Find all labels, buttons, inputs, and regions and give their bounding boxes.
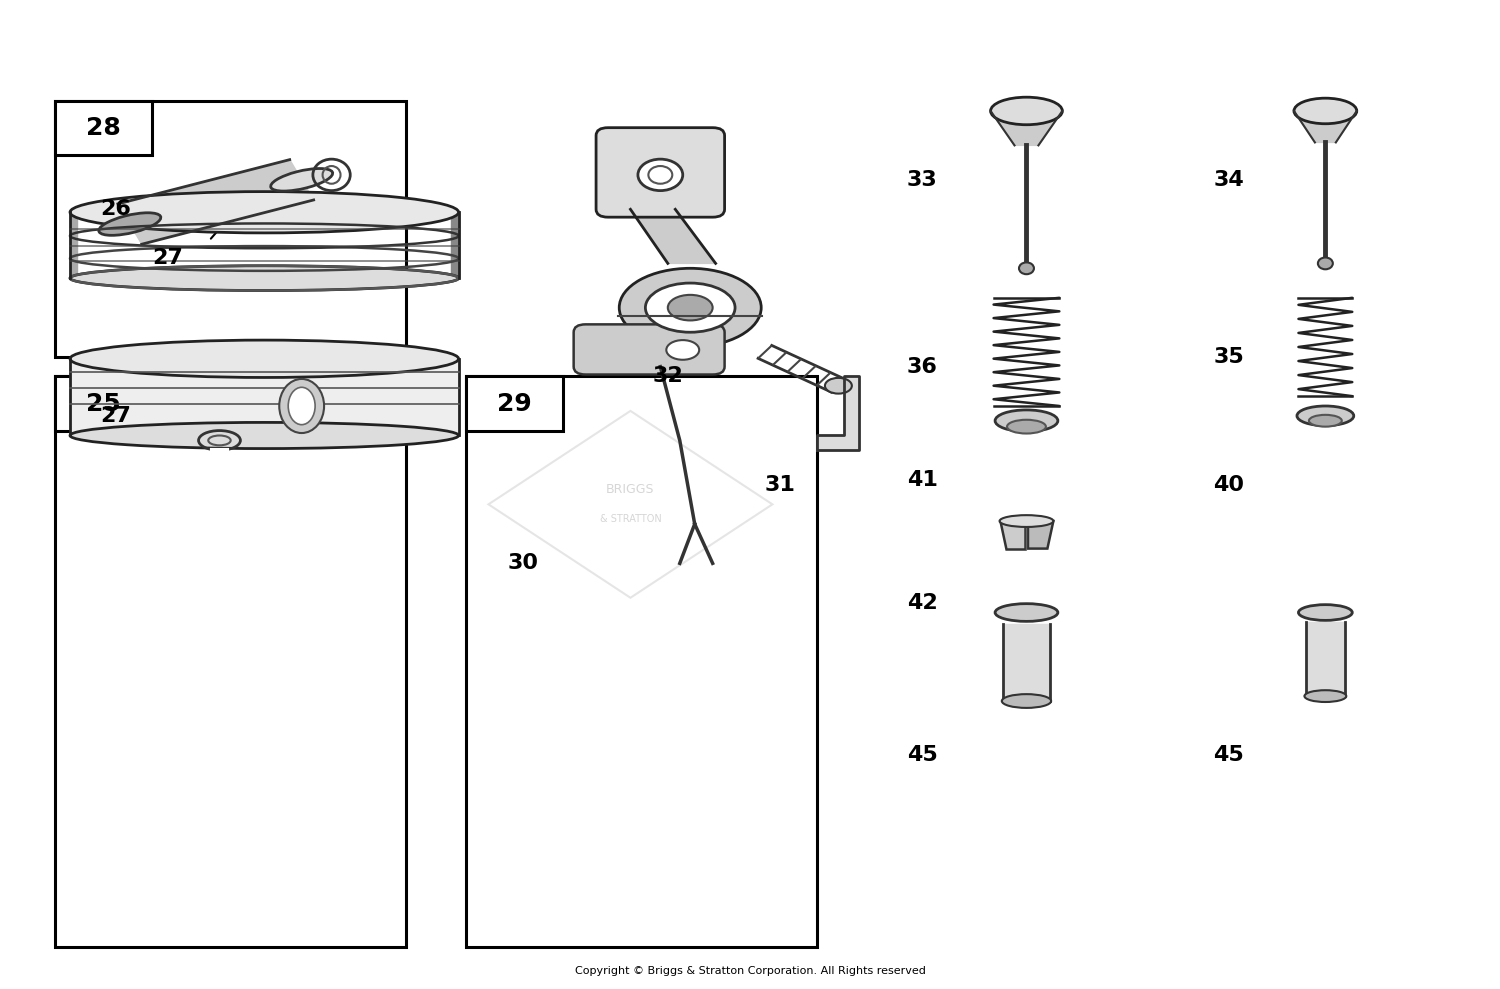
Bar: [56, 377, 152, 430]
Text: 27: 27: [152, 248, 183, 268]
Ellipse shape: [825, 378, 852, 394]
Ellipse shape: [666, 340, 699, 360]
Ellipse shape: [70, 422, 459, 449]
Text: Copyright © Briggs & Stratton Corporation. All Rights reserved: Copyright © Briggs & Stratton Corporatio…: [574, 966, 926, 976]
Text: 33: 33: [908, 170, 938, 190]
Polygon shape: [1028, 521, 1053, 549]
Ellipse shape: [1002, 694, 1052, 708]
Ellipse shape: [1299, 604, 1353, 620]
Ellipse shape: [1294, 98, 1356, 124]
Ellipse shape: [1318, 257, 1334, 269]
Ellipse shape: [648, 166, 672, 184]
Text: & STRATTON: & STRATTON: [600, 514, 662, 524]
Polygon shape: [818, 377, 860, 450]
Bar: [56, 377, 406, 946]
Text: 34: 34: [1214, 170, 1243, 190]
Polygon shape: [118, 159, 314, 244]
Bar: [466, 377, 818, 946]
Ellipse shape: [70, 192, 459, 232]
Text: 42: 42: [908, 592, 938, 612]
Polygon shape: [990, 111, 1062, 145]
Ellipse shape: [668, 295, 712, 320]
Text: 31: 31: [765, 475, 796, 494]
Ellipse shape: [999, 515, 1053, 527]
Ellipse shape: [70, 266, 459, 291]
Ellipse shape: [1310, 414, 1342, 426]
Polygon shape: [70, 359, 459, 435]
Polygon shape: [1294, 111, 1356, 142]
Ellipse shape: [990, 97, 1062, 125]
Ellipse shape: [620, 268, 760, 347]
FancyBboxPatch shape: [596, 128, 724, 218]
Text: 26: 26: [100, 200, 130, 220]
Text: BRIGGS: BRIGGS: [606, 483, 654, 496]
Polygon shape: [1002, 624, 1050, 701]
Ellipse shape: [994, 409, 1058, 431]
Ellipse shape: [994, 603, 1058, 621]
Text: 25: 25: [87, 392, 122, 415]
Text: 40: 40: [1214, 475, 1245, 494]
Ellipse shape: [279, 379, 324, 433]
Text: 36: 36: [908, 357, 938, 377]
Text: 27: 27: [100, 405, 130, 426]
Text: 41: 41: [908, 470, 938, 490]
Ellipse shape: [99, 213, 160, 235]
Polygon shape: [999, 521, 1024, 549]
Ellipse shape: [645, 283, 735, 332]
Ellipse shape: [1007, 419, 1046, 433]
Bar: [56, 101, 406, 357]
Text: 30: 30: [509, 553, 538, 574]
Ellipse shape: [288, 388, 315, 424]
Polygon shape: [1306, 622, 1346, 696]
Text: 28: 28: [87, 116, 122, 140]
Text: 35: 35: [1214, 347, 1243, 367]
Text: 32: 32: [652, 367, 684, 387]
Ellipse shape: [270, 168, 333, 191]
Text: 45: 45: [908, 745, 938, 765]
Ellipse shape: [1298, 406, 1354, 425]
Ellipse shape: [638, 159, 682, 191]
Text: 29: 29: [496, 392, 532, 415]
Ellipse shape: [1019, 262, 1034, 274]
Text: 45: 45: [1214, 745, 1243, 765]
Bar: [56, 101, 152, 155]
Polygon shape: [630, 210, 716, 263]
FancyBboxPatch shape: [573, 324, 724, 375]
Ellipse shape: [1305, 690, 1347, 702]
Bar: [466, 377, 562, 430]
Ellipse shape: [70, 340, 459, 378]
